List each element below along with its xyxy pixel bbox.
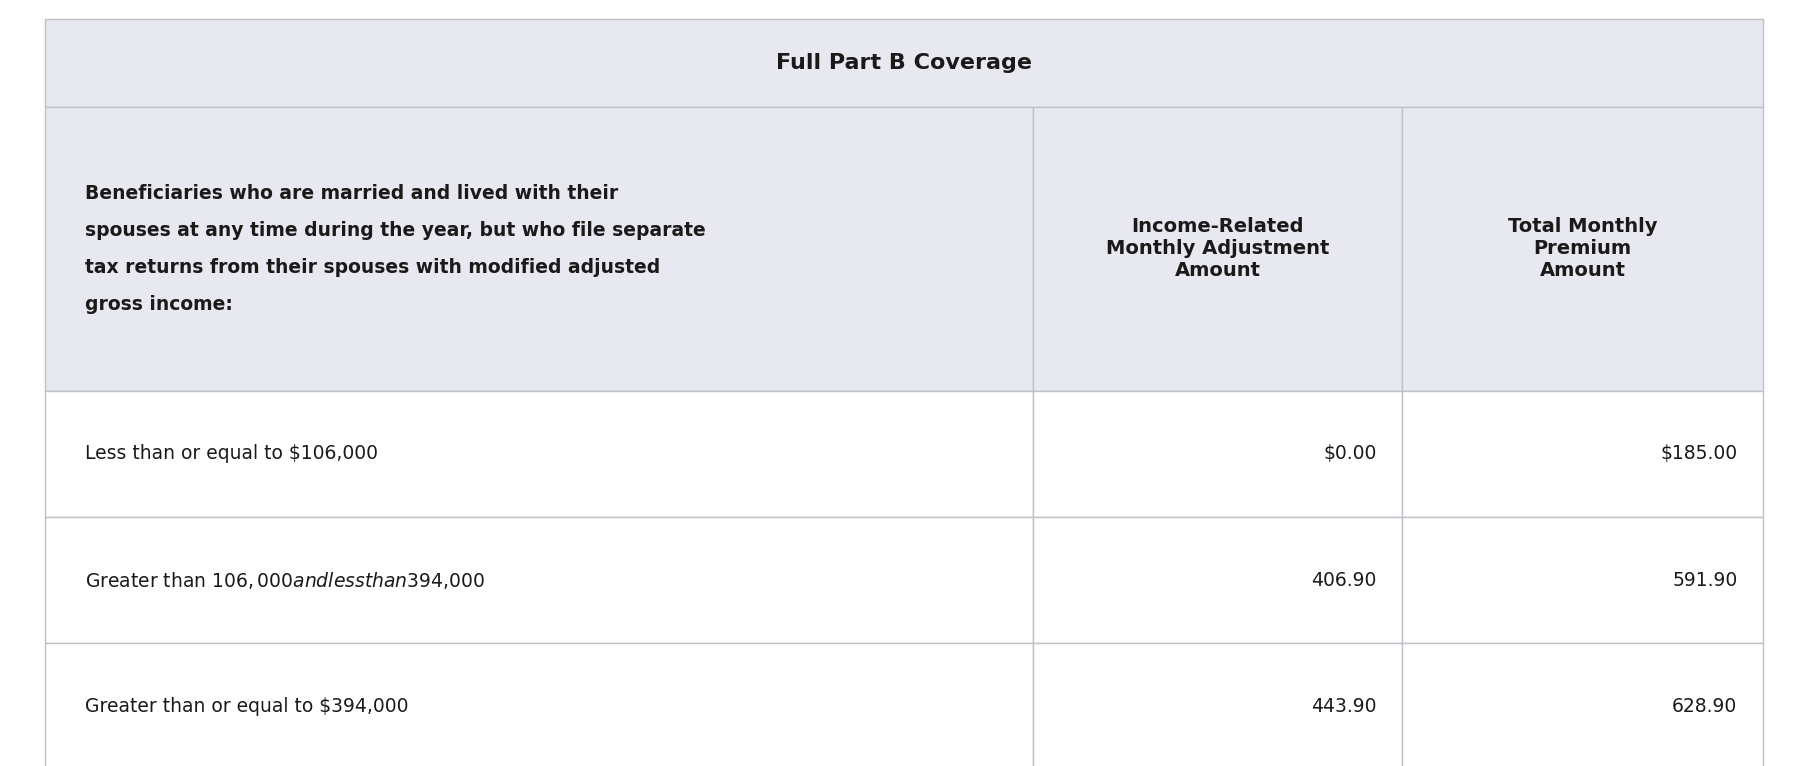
Text: 406.90: 406.90 [1310, 571, 1375, 590]
Text: spouses at any time during the year, but who file separate: spouses at any time during the year, but… [85, 221, 705, 240]
Text: 628.90: 628.90 [1671, 697, 1737, 716]
Bar [1402, 517, 1762, 643]
Bar [45, 107, 1032, 391]
Text: Greater than or equal to $394,000: Greater than or equal to $394,000 [85, 697, 408, 716]
Text: $0.00: $0.00 [1323, 444, 1375, 463]
Text: Total Monthly
Premium
Amount: Total Monthly Premium Amount [1507, 218, 1657, 280]
Bar [1402, 107, 1762, 391]
Bar [1402, 391, 1762, 517]
Text: gross income:: gross income: [85, 295, 233, 313]
Text: Less than or equal to $106,000: Less than or equal to $106,000 [85, 444, 378, 463]
Bar [45, 517, 1032, 643]
Text: Full Part B Coverage: Full Part B Coverage [775, 53, 1032, 74]
Bar [1032, 643, 1402, 766]
Bar [45, 391, 1032, 517]
Text: $185.00: $185.00 [1659, 444, 1737, 463]
Bar [45, 19, 1762, 107]
Text: tax returns from their spouses with modified adjusted: tax returns from their spouses with modi… [85, 258, 660, 277]
Bar [1402, 643, 1762, 766]
Text: 591.90: 591.90 [1671, 571, 1737, 590]
Text: Beneficiaries who are married and lived with their: Beneficiaries who are married and lived … [85, 185, 618, 203]
Text: Income-Related
Monthly Adjustment
Amount: Income-Related Monthly Adjustment Amount [1106, 218, 1328, 280]
Bar [45, 643, 1032, 766]
Bar [1032, 391, 1402, 517]
Text: 443.90: 443.90 [1310, 697, 1375, 716]
Bar [1032, 517, 1402, 643]
Text: Greater than $106,000 and less than $394,000: Greater than $106,000 and less than $394… [85, 570, 484, 591]
Bar [1032, 107, 1402, 391]
